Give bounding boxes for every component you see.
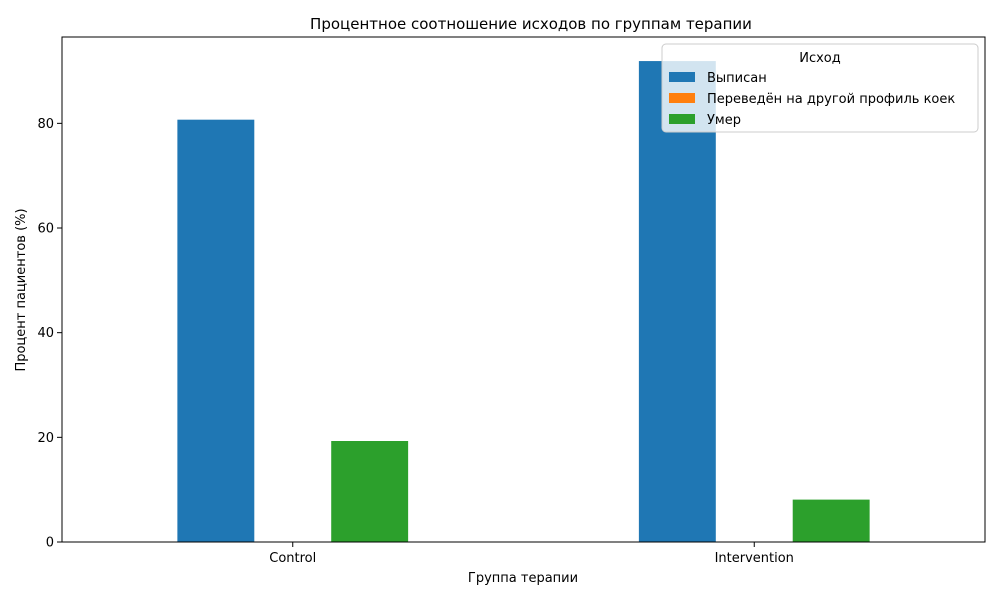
bar-control-series-0 xyxy=(177,119,255,543)
legend-swatch xyxy=(669,93,695,103)
chart-title: Процентное соотношение исходов по группа… xyxy=(310,15,752,33)
legend-title: Исход xyxy=(799,51,841,66)
y-tick-label: 60 xyxy=(37,222,54,237)
x-tick-label: Intervention xyxy=(715,551,794,566)
x-axis-label: Группа терапии xyxy=(468,571,578,586)
x-tick-label: Control xyxy=(269,551,316,566)
y-tick-label: 0 xyxy=(46,536,54,551)
y-tick-label: 80 xyxy=(37,117,54,132)
bar-intervention-series-0 xyxy=(638,61,716,542)
legend-swatch xyxy=(669,114,695,124)
plot-area: Control Intervention 0 20 40 60 80 xyxy=(37,36,986,566)
bar-intervention-series-2 xyxy=(792,499,870,542)
y-tick-label: 40 xyxy=(37,326,54,341)
y-tick-label: 20 xyxy=(37,431,54,446)
legend-frame xyxy=(661,43,979,133)
plot-frame xyxy=(61,36,986,543)
legend-entry-label: Выписан xyxy=(707,71,767,86)
legend-entry-label: Переведён на другой профиль коек xyxy=(707,92,955,107)
legend-swatch xyxy=(669,72,695,82)
y-axis-label: Процент пациентов (%) xyxy=(14,208,29,371)
bar-control-series-2 xyxy=(331,441,409,542)
legend-entry-label: Умер xyxy=(707,113,741,128)
legend: Исход Выписан Переведён на другой профиль… xyxy=(661,43,979,133)
